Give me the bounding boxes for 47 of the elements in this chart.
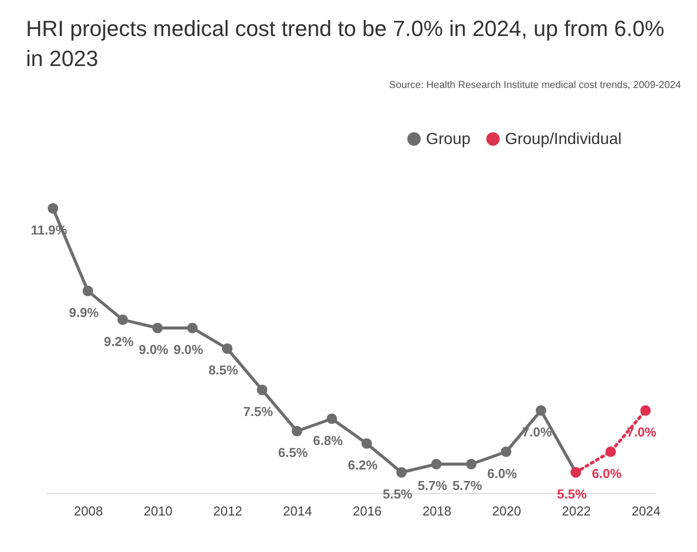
point [256,384,268,396]
x-tick-label: 2010 [144,504,173,518]
data-label: 6.8% [313,432,344,448]
data-label: 6.5% [278,445,308,460]
point [152,322,163,334]
x-tick-label: 2012 [213,504,242,518]
point [48,203,58,214]
data-label: 5.7% [452,478,483,494]
x-tick-label: 2024 [632,504,661,518]
point [466,458,476,470]
x-tick-label: 2016 [352,504,382,518]
x-tick-label: 2022 [562,504,591,518]
point [431,458,442,470]
point [326,414,338,424]
data-label: 9.2% [104,334,134,349]
data-label: 7.5% [243,404,274,419]
data-label: 9.9% [69,304,100,320]
chart-title: HRI projects medical cost trend to be 7.0% in 2024, up from 6.0% in 2023 [25,15,666,73]
point [396,467,407,478]
point [117,314,128,325]
data-label: 7.0% [626,424,657,440]
data-label: 6.0% [487,466,518,481]
point [82,286,94,296]
point [187,322,198,334]
x-tick-label: 2018 [422,504,452,518]
data-label: 5.5% [557,486,588,502]
x-tick-label: 2008 [74,504,103,518]
point [640,405,651,416]
legend-label: Group/Individual [505,131,622,148]
point [500,446,512,457]
point [292,426,302,436]
data-label: 9.0% [174,342,204,357]
point [222,343,232,354]
x-tick-label: 2014 [283,504,312,518]
data-label: 7.0% [522,424,552,440]
legend-label: Group [426,131,471,148]
point [605,446,616,457]
data-label: 5.7% [418,478,448,494]
data-label: 6.0% [592,466,622,481]
data-label: 9.0% [138,342,169,357]
data-label: 8.5% [208,362,239,378]
x-tick-label: 2020 [492,504,522,518]
data-label: 6.2% [348,458,378,472]
point [536,405,546,416]
point [361,438,372,449]
data-label: 5.5% [382,486,413,502]
source-note: Source: Health Research Institute medical cost trends, 2009-2024 [388,79,682,91]
